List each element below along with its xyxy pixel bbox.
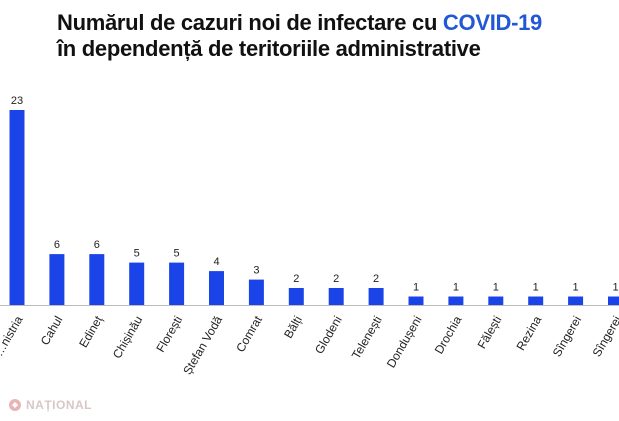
watermark-text: NAȚIONAL [26,398,92,412]
tick-label: Glodeni [312,314,345,357]
bar [608,296,619,305]
tick-label: Dondușeni [384,314,425,371]
bar [568,296,584,305]
value-labels-group: 23 6 6 5 5 4 3 2 2 2 1 1 1 1 1 1 [11,95,619,294]
logo-icon [9,399,21,411]
bar [89,254,105,305]
tick-label: Chișinău [110,314,145,361]
bar [248,279,264,305]
data-label: 1 [453,282,459,294]
tick-label: Telenești [349,314,385,362]
data-label: 3 [253,265,259,277]
tick-label: Florești [153,314,185,355]
tick-label: Drochia [432,313,465,356]
chart-title: Numărul de cazuri noi de infectare cu CO… [57,10,597,62]
data-label: 1 [493,282,499,294]
watermark: NAȚIONAL [8,398,92,412]
tick-label: Sîngerei [590,314,619,360]
tick-label: Rezina [513,313,544,353]
data-label: 5 [174,248,180,260]
bar [448,296,464,305]
bars-group [9,110,619,305]
data-label: 6 [54,239,60,251]
data-label: 2 [293,273,299,285]
data-label: 23 [11,95,23,107]
data-label: 2 [333,273,339,285]
bar [368,288,384,305]
title-line-2: în dependență de teritoriile administrat… [57,36,481,61]
tick-label: Edineț [76,313,105,350]
data-label: 1 [533,282,539,294]
bar [209,271,224,305]
data-label: 2 [373,273,379,285]
tick-label: Sîngerei [550,314,584,360]
bar [328,288,344,305]
tick-label: Bălți [281,314,305,341]
bar [9,110,25,305]
tick-label: …nistria [0,313,26,358]
bar [408,296,424,305]
data-label: 1 [612,282,618,294]
data-label: 4 [213,256,219,268]
data-label: 1 [413,282,419,294]
bar [169,262,185,305]
bar [49,254,65,305]
tick-label: Comrat [233,313,265,355]
tick-label: Cahul [38,314,66,348]
data-label: 6 [94,239,100,251]
data-label: 5 [134,248,140,260]
title-highlight: COVID-19 [442,10,542,35]
bar [488,296,504,305]
bar [528,296,544,305]
bar [288,288,304,305]
title-line-1: Numărul de cazuri noi de infectare cu CO… [57,10,597,36]
bar [129,262,145,305]
data-label: 1 [573,282,579,294]
tick-label: Ștefan Vodă [180,313,225,377]
title-line-1-prefix: Numărul de cazuri noi de infectare cu [57,10,443,35]
tick-label: Fălești [475,314,505,352]
category-labels-group: …nistria Cahul Edineț Chișinău FloreștiȘtefa… [0,313,619,377]
